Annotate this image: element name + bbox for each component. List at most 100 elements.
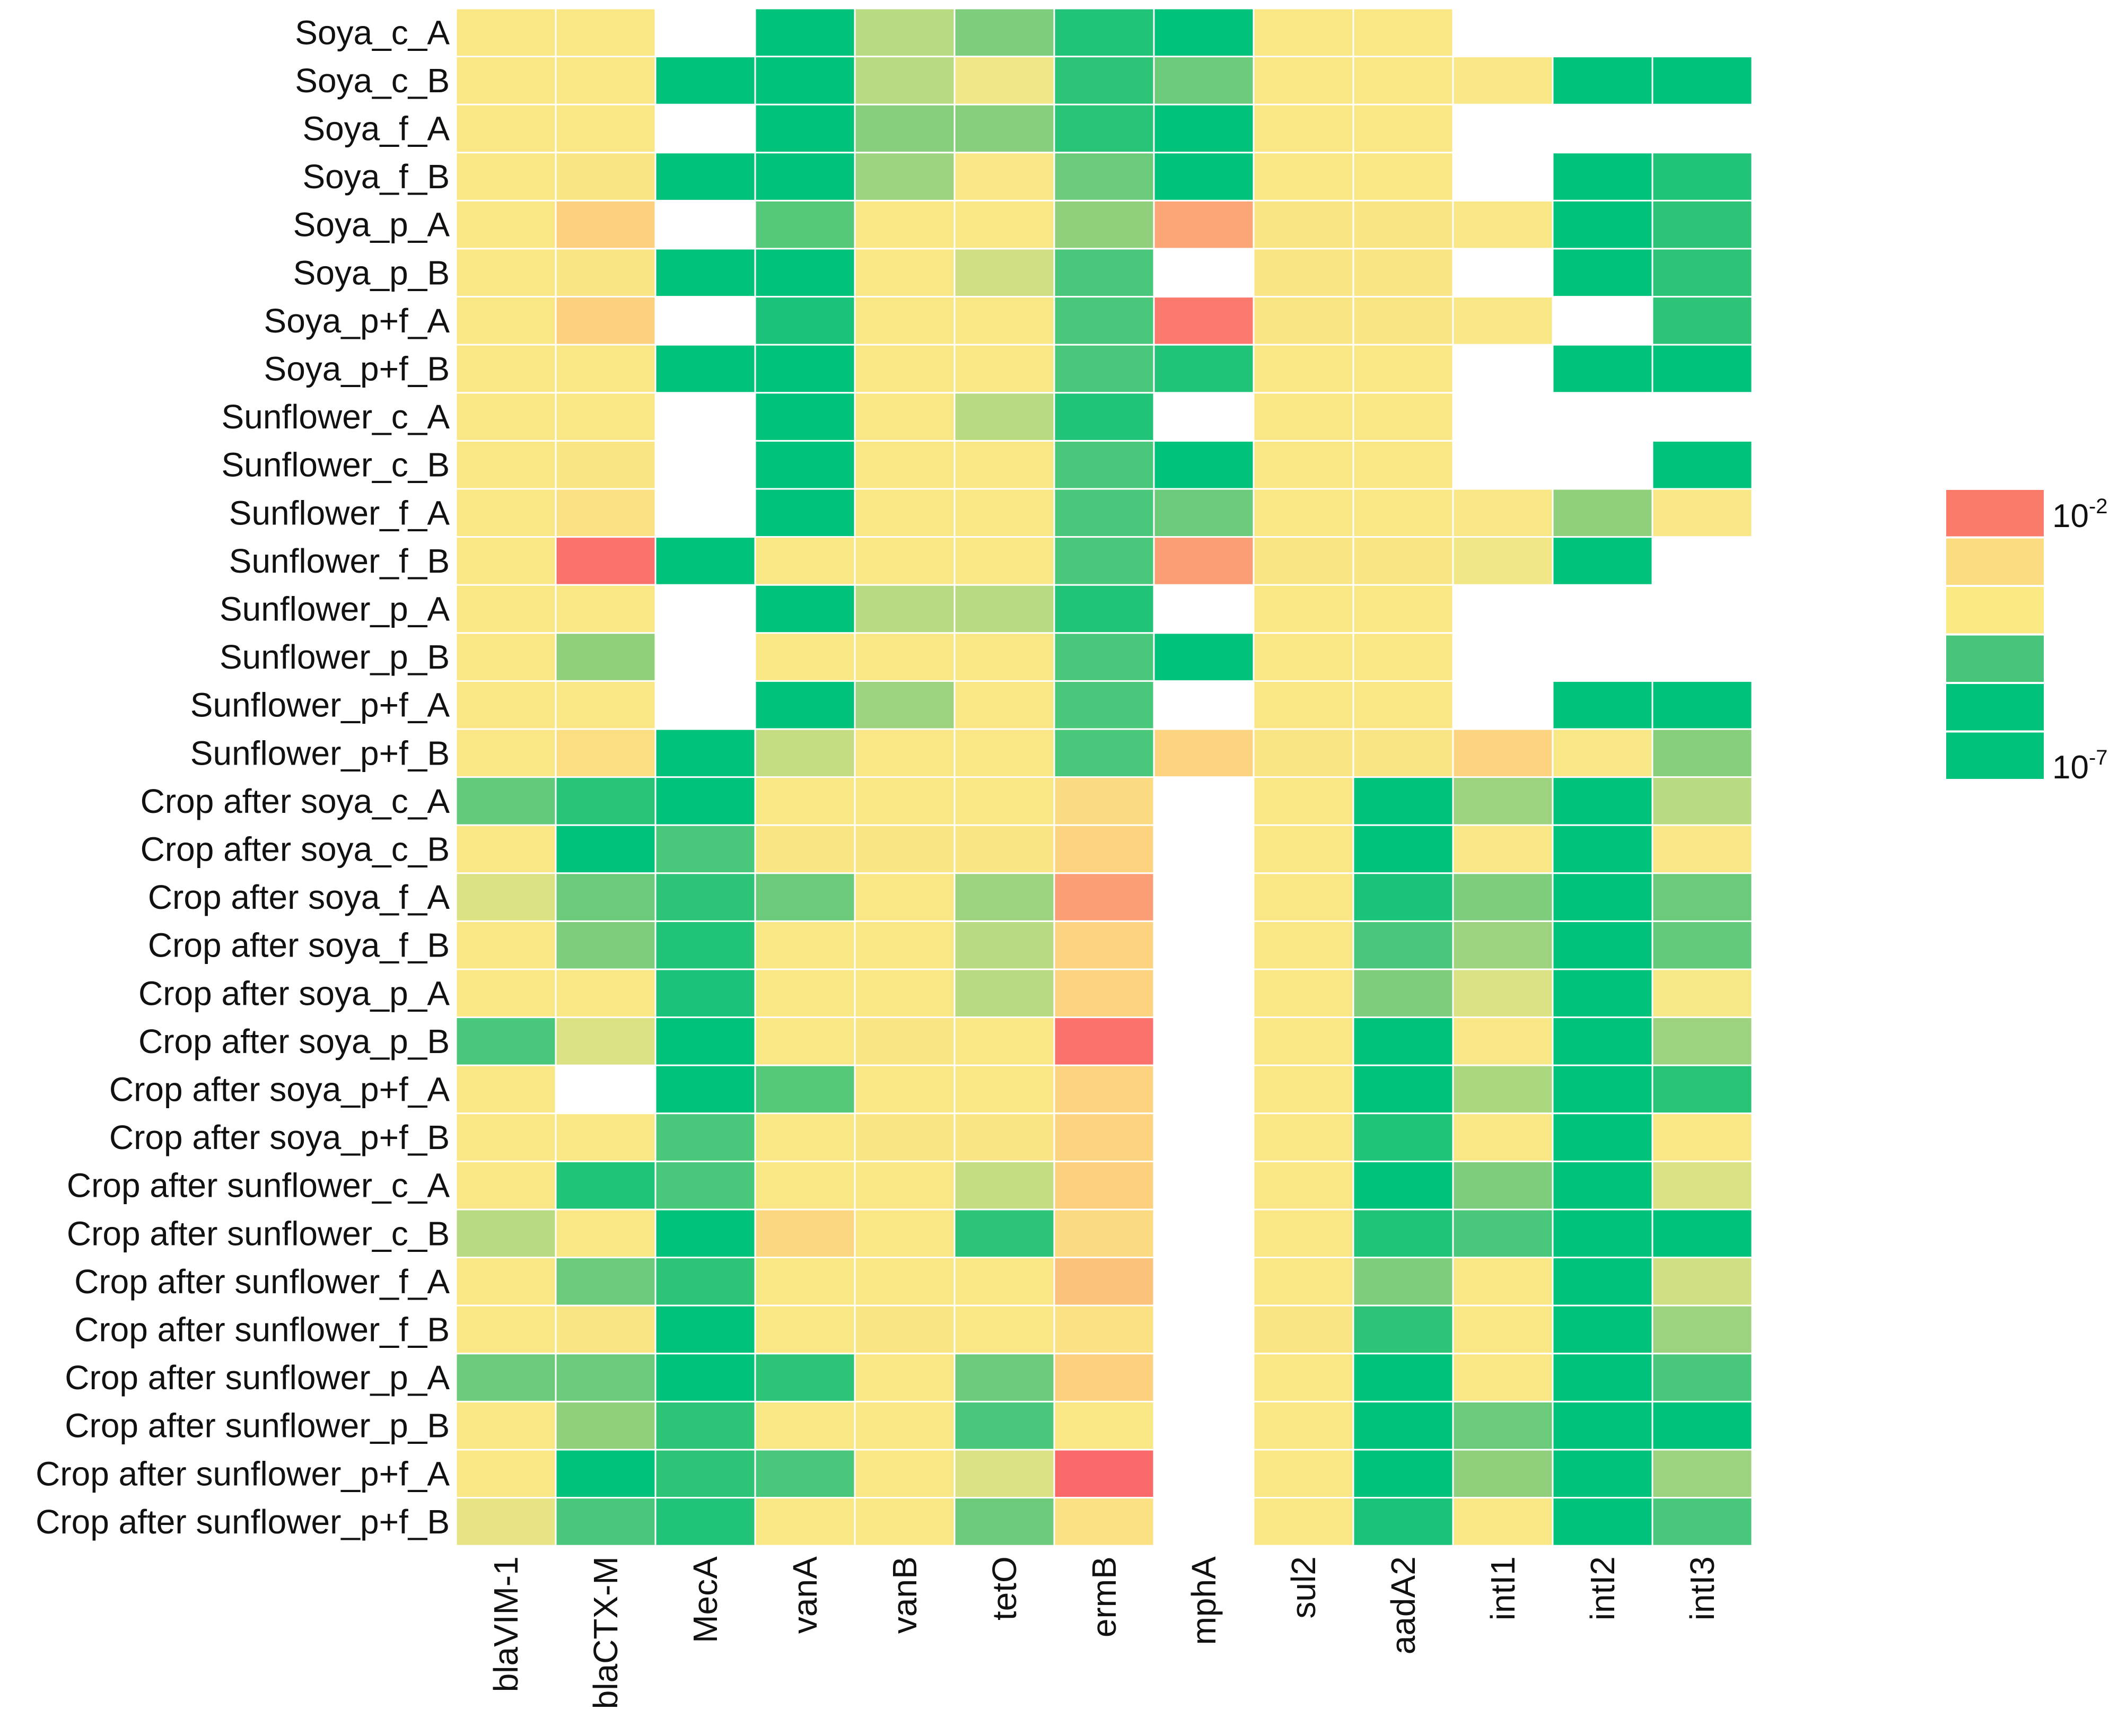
heatmap-cell xyxy=(953,1160,1055,1211)
heatmap-cell xyxy=(1352,248,1454,298)
heatmap-cell xyxy=(754,1497,856,1547)
heatmap-cell xyxy=(455,103,557,154)
row-label: Sunflower_p_A xyxy=(220,590,450,628)
heatmap-cell xyxy=(455,1208,557,1259)
heatmap-cell xyxy=(1153,632,1255,682)
heatmap-cell xyxy=(555,488,657,538)
heatmap-cell xyxy=(455,392,557,442)
heatmap-cell xyxy=(1651,824,1753,874)
heatmap-cell xyxy=(754,103,856,154)
heatmap-cell xyxy=(1651,248,1753,298)
heatmap-cell xyxy=(854,1064,956,1115)
heatmap-cell xyxy=(1651,1449,1753,1499)
heatmap-cell xyxy=(654,1257,756,1307)
heatmap-cell xyxy=(1452,872,1554,922)
heatmap-cell xyxy=(1053,344,1155,394)
heatmap-cell xyxy=(854,776,956,826)
heatmap-cell xyxy=(1651,1016,1753,1066)
heatmap-cell xyxy=(555,1208,657,1259)
heatmap-cell xyxy=(854,344,956,394)
heatmap-cell xyxy=(1452,968,1554,1019)
heatmap-cell xyxy=(1253,728,1354,778)
heatmap-cell xyxy=(654,56,756,106)
heatmap-cell xyxy=(455,1304,557,1355)
heatmap-cell xyxy=(1552,1208,1653,1259)
heatmap-cell xyxy=(754,872,856,922)
heatmap-cell xyxy=(953,248,1055,298)
heatmap-cell xyxy=(1352,392,1454,442)
heatmap-cell xyxy=(854,392,956,442)
heatmap-cell xyxy=(754,920,856,970)
heatmap-cell xyxy=(1053,440,1155,490)
heatmap-cell xyxy=(1053,872,1155,922)
heatmap-cell xyxy=(1552,1304,1653,1355)
heatmap-cell xyxy=(1253,488,1354,538)
heatmap-cell xyxy=(1352,1497,1454,1547)
heatmap-cell xyxy=(953,680,1055,730)
heatmap-cell xyxy=(854,1112,956,1162)
heatmap-cell xyxy=(555,199,657,250)
heatmap-cell xyxy=(754,1304,856,1355)
column-label: intI1 xyxy=(1484,1556,1522,1620)
heatmap-cell xyxy=(1552,1112,1653,1162)
heatmap-cell xyxy=(1153,296,1255,346)
heatmap-cell xyxy=(455,7,557,58)
heatmap-cell xyxy=(555,103,657,154)
heatmap-cell xyxy=(555,392,657,442)
column-label: vanB xyxy=(886,1556,924,1634)
heatmap-cell xyxy=(854,1257,956,1307)
heatmap-cell xyxy=(654,1497,756,1547)
heatmap-cell xyxy=(754,968,856,1019)
heatmap-cell xyxy=(754,1016,856,1066)
heatmap-cell xyxy=(1552,728,1653,778)
heatmap-cell xyxy=(953,872,1055,922)
legend-swatch xyxy=(1944,536,2046,587)
heatmap-cell xyxy=(953,968,1055,1019)
heatmap-cell xyxy=(1651,968,1753,1019)
heatmap-cell xyxy=(854,1160,956,1211)
row-label: Soya_f_A xyxy=(302,110,450,148)
heatmap-cell xyxy=(1552,1016,1653,1066)
heatmap-cell xyxy=(1352,56,1454,106)
heatmap-cell xyxy=(1253,344,1354,394)
heatmap-cell xyxy=(1053,728,1155,778)
heatmap-cell xyxy=(455,1449,557,1499)
heatmap-cell xyxy=(1352,632,1454,682)
heatmap-cell xyxy=(654,1304,756,1355)
heatmap-cell xyxy=(1253,680,1354,730)
heatmap-cell xyxy=(455,248,557,298)
heatmap-cell xyxy=(754,1257,856,1307)
heatmap-cell xyxy=(1452,824,1554,874)
heatmap-cell xyxy=(754,440,856,490)
heatmap-cell xyxy=(1651,56,1753,106)
column-label: intI3 xyxy=(1683,1556,1721,1620)
heatmap-cell xyxy=(455,1016,557,1066)
heatmap-cell xyxy=(953,920,1055,970)
heatmap-cell xyxy=(1253,1449,1354,1499)
heatmap-cell xyxy=(455,536,557,586)
heatmap-cell xyxy=(1552,872,1653,922)
heatmap-cell xyxy=(555,1016,657,1066)
row-label: Crop after soya_p_A xyxy=(138,974,450,1012)
heatmap-cell xyxy=(1552,488,1653,538)
row-label: Sunflower_c_B xyxy=(222,446,450,484)
row-label: Crop after sunflower_f_A xyxy=(74,1262,450,1301)
heatmap-cell xyxy=(1352,584,1454,634)
heatmap-cell xyxy=(1253,584,1354,634)
heatmap-cell xyxy=(754,776,856,826)
heatmap-cell xyxy=(1552,1497,1653,1547)
heatmap-cell xyxy=(1452,1497,1554,1547)
heatmap-cell xyxy=(555,1497,657,1547)
heatmap-cell xyxy=(953,1449,1055,1499)
legend-bottom-base: 10 xyxy=(2052,749,2089,786)
heatmap-cell xyxy=(555,344,657,394)
heatmap-cell xyxy=(1352,7,1454,58)
heatmap-cell xyxy=(1651,344,1753,394)
heatmap-cell xyxy=(654,920,756,970)
heatmap-cell xyxy=(1253,776,1354,826)
heatmap-cell xyxy=(1253,872,1354,922)
heatmap-cell xyxy=(854,199,956,250)
heatmap-cell xyxy=(654,1016,756,1066)
row-label: Crop after soya_c_B xyxy=(141,830,450,869)
row-label: Soya_c_B xyxy=(295,62,450,100)
